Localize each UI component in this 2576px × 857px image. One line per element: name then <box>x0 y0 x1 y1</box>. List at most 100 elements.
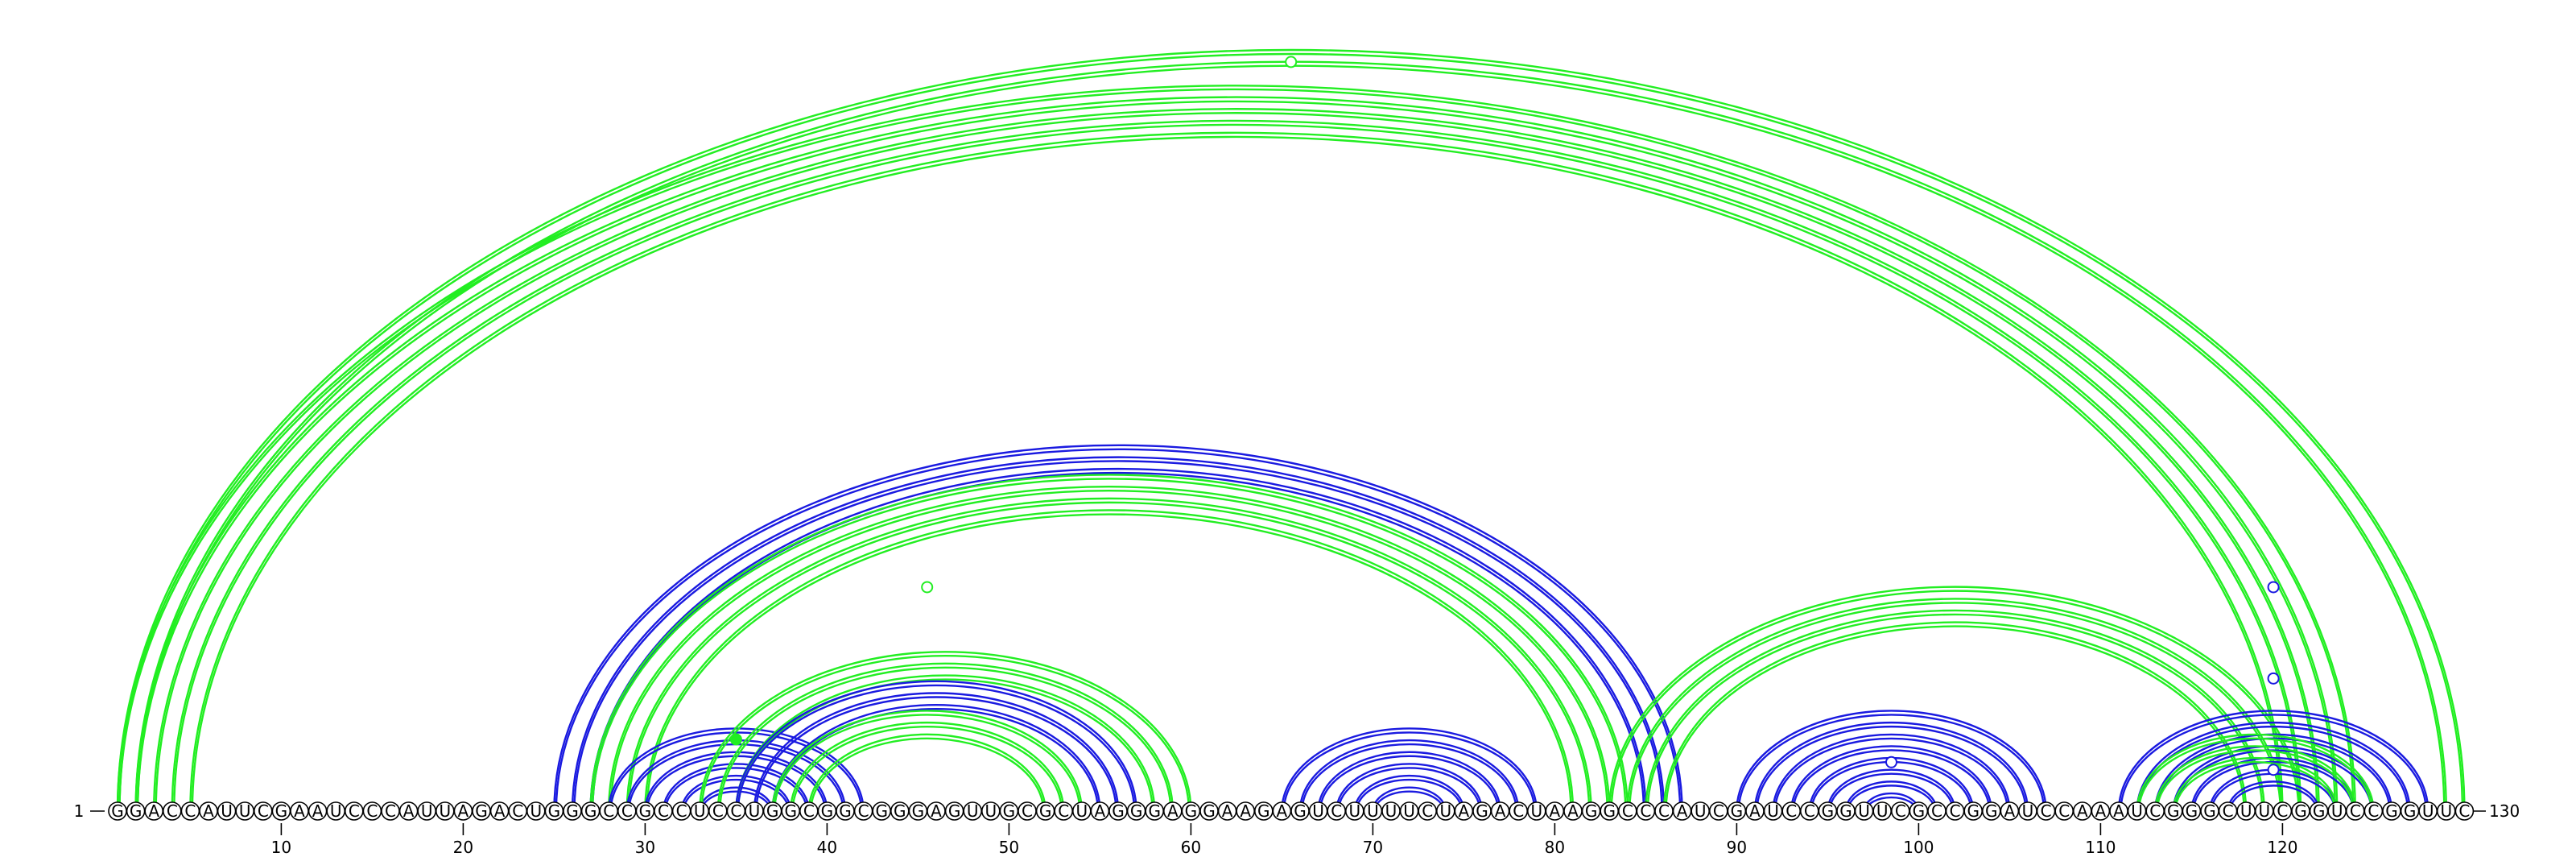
arc-green-long-3 <box>644 509 1575 812</box>
nucleotide-letter: A <box>203 801 214 821</box>
arc-green-mid-1-1-inner <box>719 666 1172 812</box>
nucleotide-2: G <box>126 801 146 821</box>
nucleotide-letter: C <box>803 801 815 821</box>
arc-green-long-1 <box>608 485 1611 812</box>
nucleotide-88: U <box>1690 801 1710 821</box>
arc-blue-center-0-inner <box>1282 731 1536 812</box>
tick-label-120: 120 <box>2267 838 2297 857</box>
nucleotide-55: A <box>1090 801 1110 821</box>
nucleotide-99: C <box>1891 801 1910 821</box>
pair-marker-0 <box>1285 56 1298 68</box>
arc-green-long-2 <box>625 497 1592 812</box>
nucleotide-letter: C <box>2277 801 2288 821</box>
arc-green-right-2-1-inner <box>2156 749 2355 812</box>
nucleotide-65: A <box>1272 801 1292 821</box>
nucleotide-114: G <box>2164 801 2183 821</box>
nucleotide-19: U <box>435 801 455 821</box>
nucleotide-letter: G <box>2313 801 2326 821</box>
nucleotide-letter: U <box>1695 801 1707 821</box>
arc-blue-right-1-2-inner <box>1773 737 2009 812</box>
arc-blue-right-1-1 <box>1753 721 2029 812</box>
nucleotide-letter: C <box>1785 801 1797 821</box>
nucleotide-37: G <box>762 801 782 821</box>
nucleotide-letter: C <box>1331 801 1342 821</box>
nucleotide-46: A <box>927 801 946 821</box>
arc-blue-mid-0-inner <box>737 684 1136 812</box>
nucleotide-3: A <box>144 801 163 821</box>
nucleotide-89: C <box>1709 801 1728 821</box>
arc-outer-green-1-1-inner <box>136 100 2336 812</box>
nucleotide-letter: G <box>1257 801 1270 821</box>
nucleotide-letter: G <box>584 801 597 821</box>
arc-blue-long-1 <box>571 456 1666 812</box>
nucleotide-11: A <box>290 801 309 821</box>
arc-blue-center-4-inner <box>1356 778 1463 812</box>
nucleotide-letter: C <box>366 801 378 821</box>
nucleotide-68: C <box>1327 801 1346 821</box>
arc-blue-long-1-inner <box>573 460 1663 812</box>
nucleotide-letter: C <box>1422 801 1433 821</box>
nucleotide-letter: C <box>258 801 269 821</box>
nucleotide-letter: A <box>1459 801 1470 821</box>
nucleotide-12: A <box>308 801 328 821</box>
nucleotide-76: G <box>1472 801 1492 821</box>
arc-green-long-3-inner <box>646 513 1572 812</box>
start-label: 1 <box>74 801 85 821</box>
nucleotide-102: C <box>1945 801 1965 821</box>
nucleotide-letter: U <box>530 801 542 821</box>
arc-blue-right-1-3 <box>1790 745 1992 812</box>
nucleotide-letter: C <box>1713 801 1724 821</box>
nucleotide-letter: A <box>294 801 305 821</box>
nucleotide-84: C <box>1618 801 1637 821</box>
nucleotide-32: C <box>671 801 691 821</box>
nucleotide-letter: U <box>439 801 451 821</box>
nucleotide-letter: C <box>1950 801 1961 821</box>
arc-outer-green-1-4-inner <box>191 135 2282 812</box>
nucleotide-letter: G <box>130 801 142 821</box>
nucleotide-letter: U <box>330 801 342 821</box>
arc-blue-center-0 <box>1281 727 1538 812</box>
arc-blue-right-1-6-inner <box>1847 785 1936 812</box>
arc-outer-green-1-4 <box>189 131 2284 812</box>
nucleotide-115: G <box>2182 801 2202 821</box>
arc-blue-center-4 <box>1353 774 1465 812</box>
nucleotide-letter: G <box>1003 801 1016 821</box>
arc-blue-right-2-1 <box>2136 721 2411 812</box>
nucleotide-121: G <box>2291 801 2310 821</box>
nucleotide-60: G <box>1181 801 1201 821</box>
nucleotide-31: C <box>654 801 673 821</box>
nucleotide-44: G <box>890 801 910 821</box>
nucleotide-letter: U <box>1530 801 1542 821</box>
arc-green-long-2-inner <box>628 501 1591 812</box>
nucleotide-126: G <box>2382 801 2401 821</box>
nucleotide-letter: C <box>2223 801 2234 821</box>
nucleotide-75: A <box>1454 801 1474 821</box>
nucleotide-83: G <box>1600 801 1619 821</box>
nucleotide-letter: U <box>2440 801 2452 821</box>
nucleotide-letter: U <box>1075 801 1088 821</box>
nucleotide-letter: U <box>1439 801 1451 821</box>
nucleotide-letter: U <box>2131 801 2143 821</box>
nucleotide-8: U <box>235 801 255 821</box>
nucleotide-circle <box>2454 801 2475 821</box>
nucleotide-letter: U <box>1403 801 1415 821</box>
nucleotide-70: U <box>1363 801 1383 821</box>
nucleotide-130: C <box>2454 801 2475 821</box>
nucleotide-20: A <box>453 801 473 821</box>
nucleotide-53: C <box>1054 801 1073 821</box>
nucleotide-letter: U <box>2331 801 2343 821</box>
nucleotide-letter: U <box>1858 801 1870 821</box>
nucleotide-letter: G <box>1967 801 1979 821</box>
nucleotide-letter: G <box>2294 801 2307 821</box>
nucleotide-letter: G <box>1585 801 1598 821</box>
nucleotide-85: C <box>1636 801 1656 821</box>
nucleotide-87: A <box>1672 801 1692 821</box>
arc-green-right-1-3 <box>1662 621 2248 812</box>
nucleotide-letter: G <box>1203 801 1216 821</box>
nucleotide-letter: G <box>821 801 834 821</box>
nucleotide-letter: G <box>875 801 888 821</box>
nucleotide-letter: G <box>948 801 961 821</box>
arc-green-right-2-0 <box>2136 733 2375 812</box>
